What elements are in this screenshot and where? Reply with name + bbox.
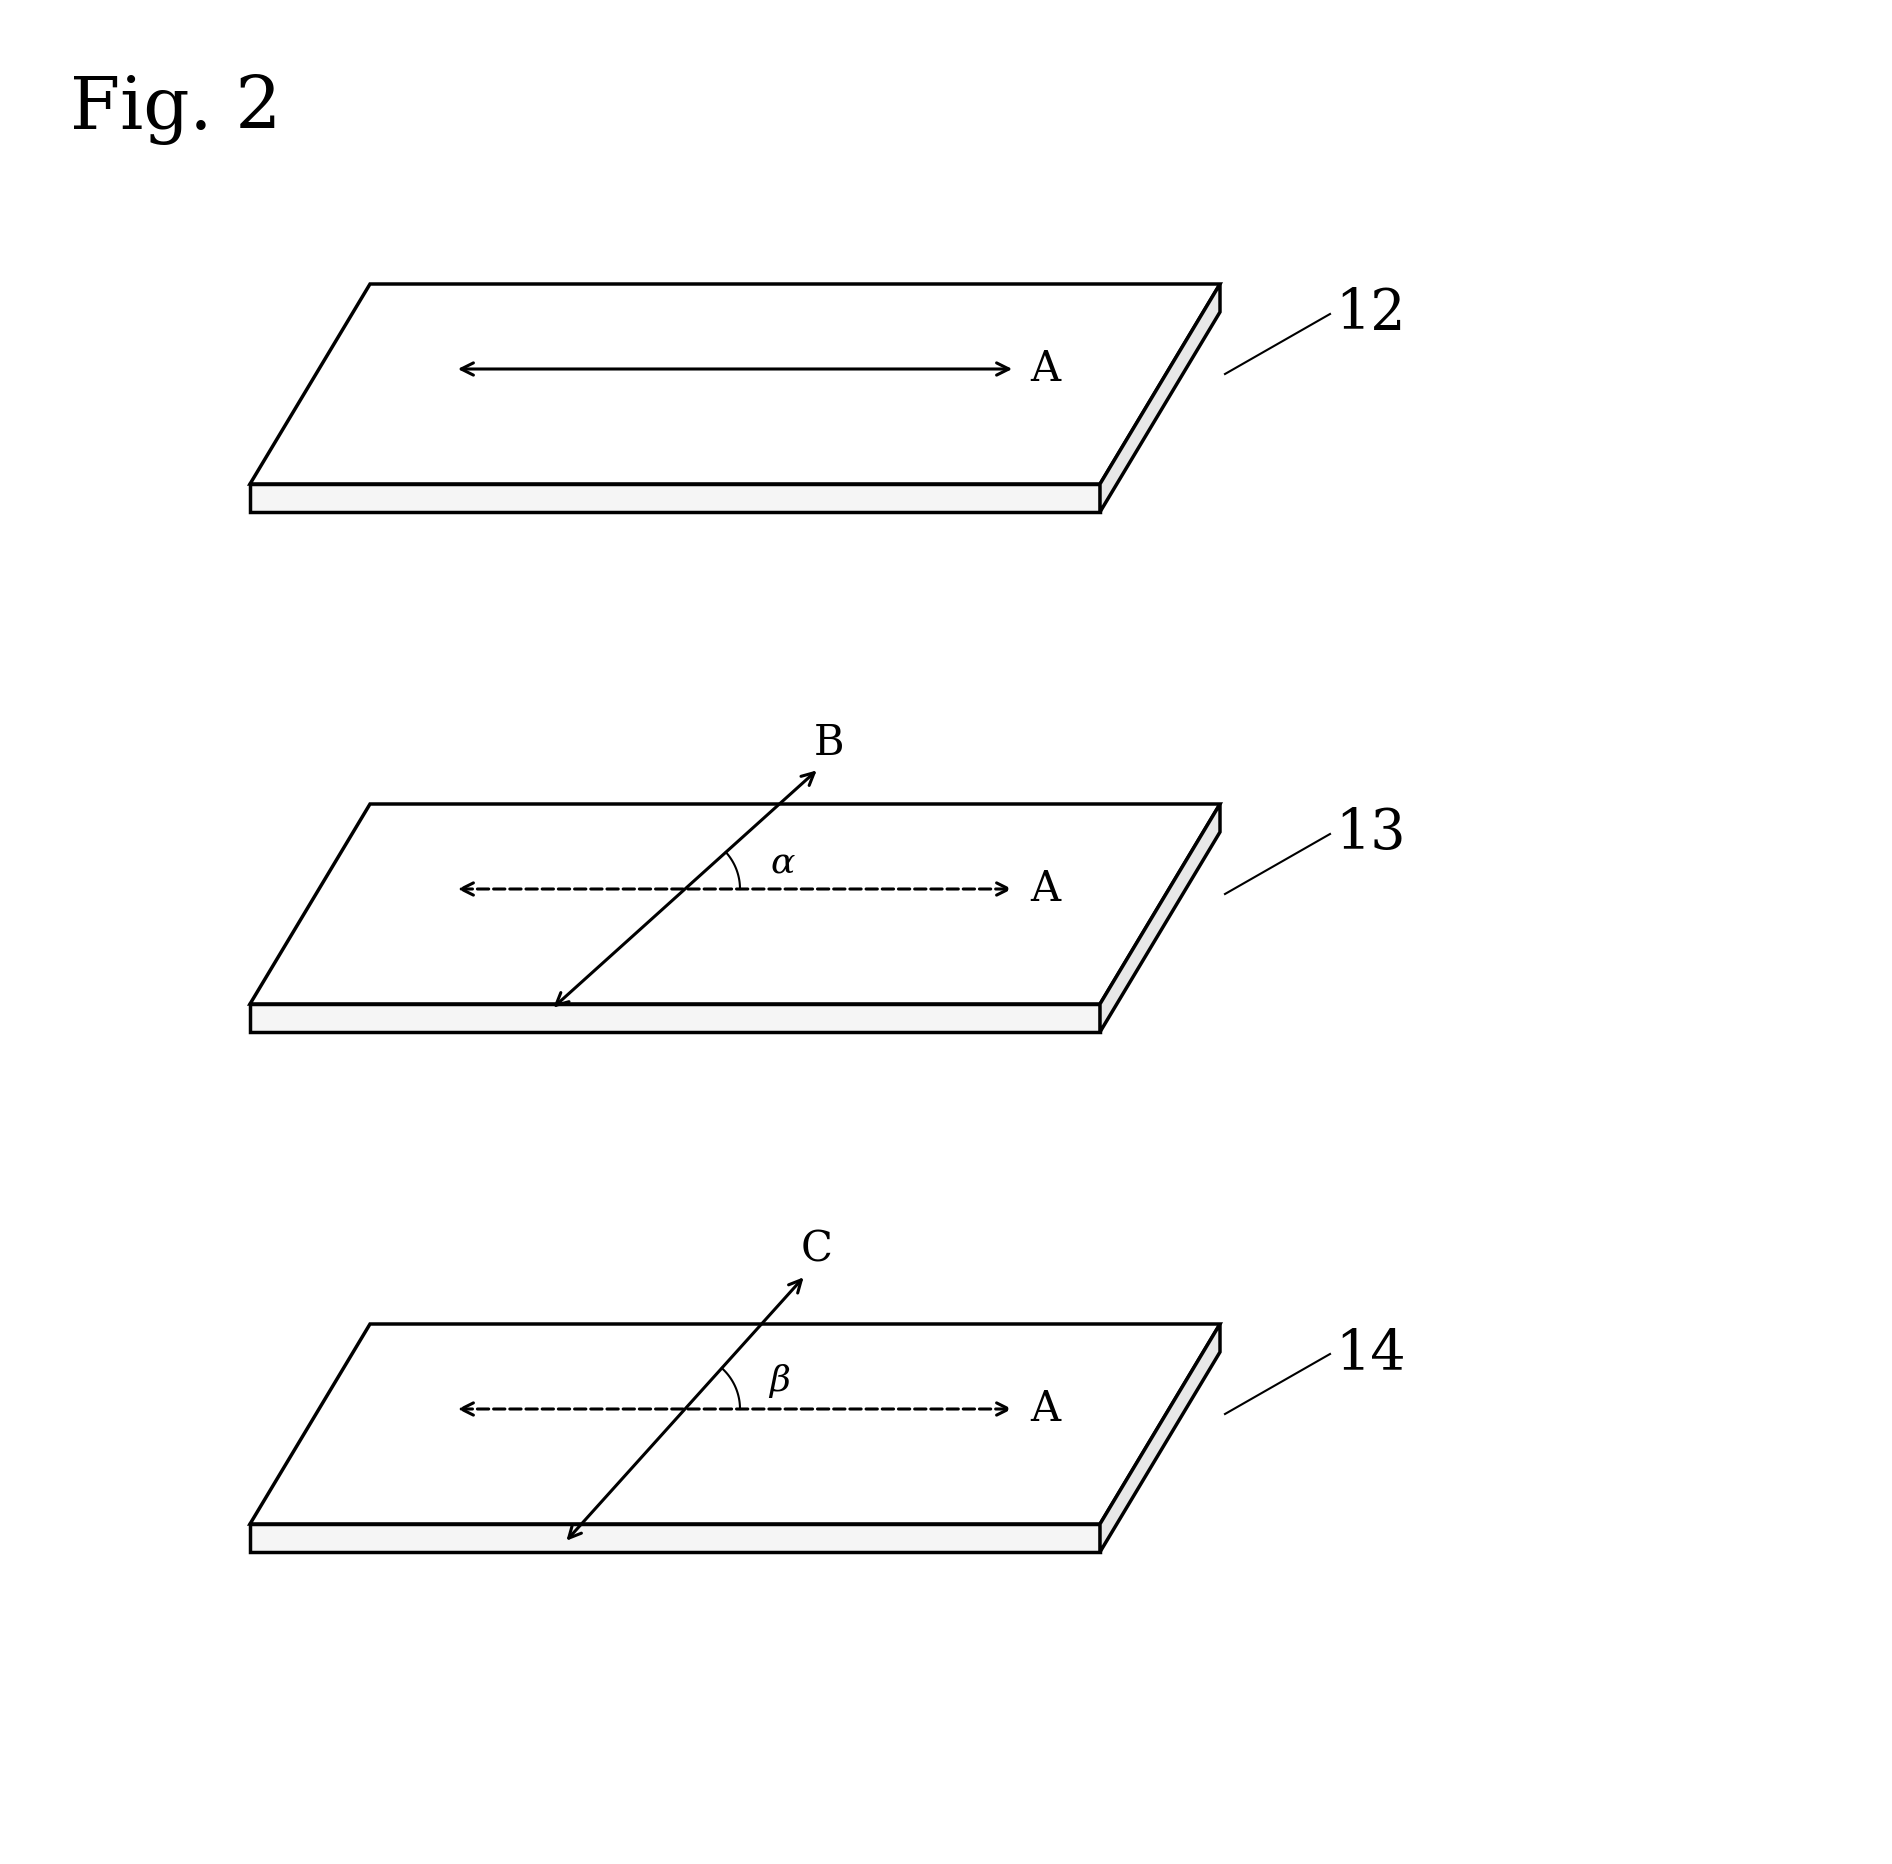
Text: 12: 12: [1336, 287, 1406, 341]
Text: Fig. 2: Fig. 2: [70, 75, 282, 145]
Polygon shape: [250, 1323, 1220, 1525]
Text: A: A: [1029, 869, 1060, 910]
Polygon shape: [1099, 803, 1220, 1033]
Text: C: C: [800, 1228, 832, 1269]
Text: α: α: [770, 846, 795, 882]
Text: A: A: [1029, 349, 1060, 390]
Polygon shape: [250, 1525, 1099, 1553]
Text: 13: 13: [1336, 807, 1406, 861]
Polygon shape: [250, 485, 1099, 513]
Text: B: B: [814, 721, 844, 764]
Polygon shape: [1099, 283, 1220, 513]
Polygon shape: [250, 1005, 1099, 1033]
Text: 14: 14: [1336, 1327, 1406, 1381]
Polygon shape: [1099, 1323, 1220, 1553]
Text: A: A: [1029, 1389, 1060, 1430]
Text: β: β: [768, 1364, 789, 1398]
Polygon shape: [250, 803, 1220, 1005]
Polygon shape: [250, 283, 1220, 485]
